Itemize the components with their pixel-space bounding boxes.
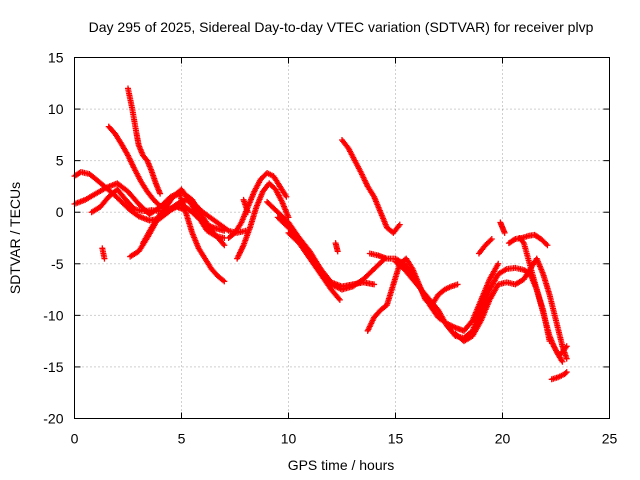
x-tick-label: 20 bbox=[495, 431, 511, 447]
data-point bbox=[487, 237, 494, 244]
series-track-4 bbox=[99, 245, 108, 262]
y-tick-label: -20 bbox=[43, 411, 63, 427]
data-point bbox=[336, 296, 343, 303]
data-point bbox=[563, 355, 570, 362]
data-point bbox=[335, 295, 342, 302]
x-tick-label: 5 bbox=[178, 431, 186, 447]
data-point bbox=[244, 209, 251, 216]
data-point bbox=[334, 248, 341, 255]
series-track-15 bbox=[332, 240, 341, 255]
data-point bbox=[544, 242, 551, 249]
y-tick-labels: -20 -15 -10 -5 0 5 10 15 bbox=[43, 50, 63, 427]
data-point bbox=[495, 260, 502, 267]
data-point bbox=[563, 369, 570, 376]
data-point bbox=[511, 236, 518, 243]
data-point bbox=[371, 281, 378, 288]
data-point bbox=[454, 281, 461, 288]
data-point bbox=[562, 370, 569, 377]
data-point bbox=[101, 255, 108, 262]
series-track-8 bbox=[139, 196, 249, 247]
series-track-6 bbox=[125, 85, 164, 197]
data-point bbox=[519, 238, 526, 245]
series-track-16 bbox=[339, 137, 403, 236]
y-tick-label: -5 bbox=[51, 256, 64, 272]
series-track-10 bbox=[234, 180, 292, 262]
x-tick-label: 10 bbox=[281, 431, 297, 447]
y-tick-label: -10 bbox=[43, 307, 63, 323]
series-track-24 bbox=[516, 235, 566, 365]
series-track-21 bbox=[475, 236, 495, 257]
data-point bbox=[221, 278, 228, 285]
data-point bbox=[220, 240, 227, 247]
x-tick-label: 15 bbox=[388, 431, 404, 447]
data-point bbox=[488, 236, 495, 243]
series-track-22 bbox=[497, 219, 508, 236]
y-tick-label: 5 bbox=[56, 153, 64, 169]
data-point bbox=[543, 240, 550, 247]
data-point bbox=[563, 343, 570, 350]
series-track-9 bbox=[225, 170, 290, 241]
data-points bbox=[71, 85, 570, 383]
series-track-11 bbox=[240, 196, 251, 216]
data-point bbox=[221, 242, 228, 249]
x-tick-labels: 0 5 10 15 20 25 bbox=[71, 431, 618, 447]
data-point bbox=[220, 277, 227, 284]
series-track-14 bbox=[285, 229, 343, 303]
data-point bbox=[157, 190, 164, 197]
data-point bbox=[559, 358, 566, 365]
series-track-23 bbox=[505, 231, 551, 249]
series-track-25 bbox=[548, 369, 570, 383]
x-axis-title: GPS time / hours bbox=[288, 457, 395, 473]
data-point bbox=[396, 221, 403, 228]
y-tick-label: 0 bbox=[56, 204, 64, 220]
data-point bbox=[283, 193, 290, 200]
y-tick-label: -15 bbox=[43, 359, 63, 375]
series-track-5 bbox=[105, 123, 228, 285]
data-point bbox=[155, 201, 162, 208]
plot-frame bbox=[74, 57, 610, 419]
y-axis-title: SDTVAR / TECUs bbox=[7, 182, 23, 294]
data-point bbox=[501, 229, 508, 236]
series-track-20 bbox=[452, 255, 570, 362]
grid-lines bbox=[74, 57, 610, 419]
y-tick-label: 10 bbox=[48, 101, 64, 117]
y-tick-label: 15 bbox=[48, 50, 64, 66]
series-track-7 bbox=[127, 186, 228, 260]
chart-title: Day 295 of 2025, Sidereal Day-to-day VTE… bbox=[89, 19, 594, 35]
series-track-26 bbox=[557, 343, 570, 358]
x-tick-label: 25 bbox=[602, 431, 618, 447]
x-tick-label: 0 bbox=[71, 431, 79, 447]
